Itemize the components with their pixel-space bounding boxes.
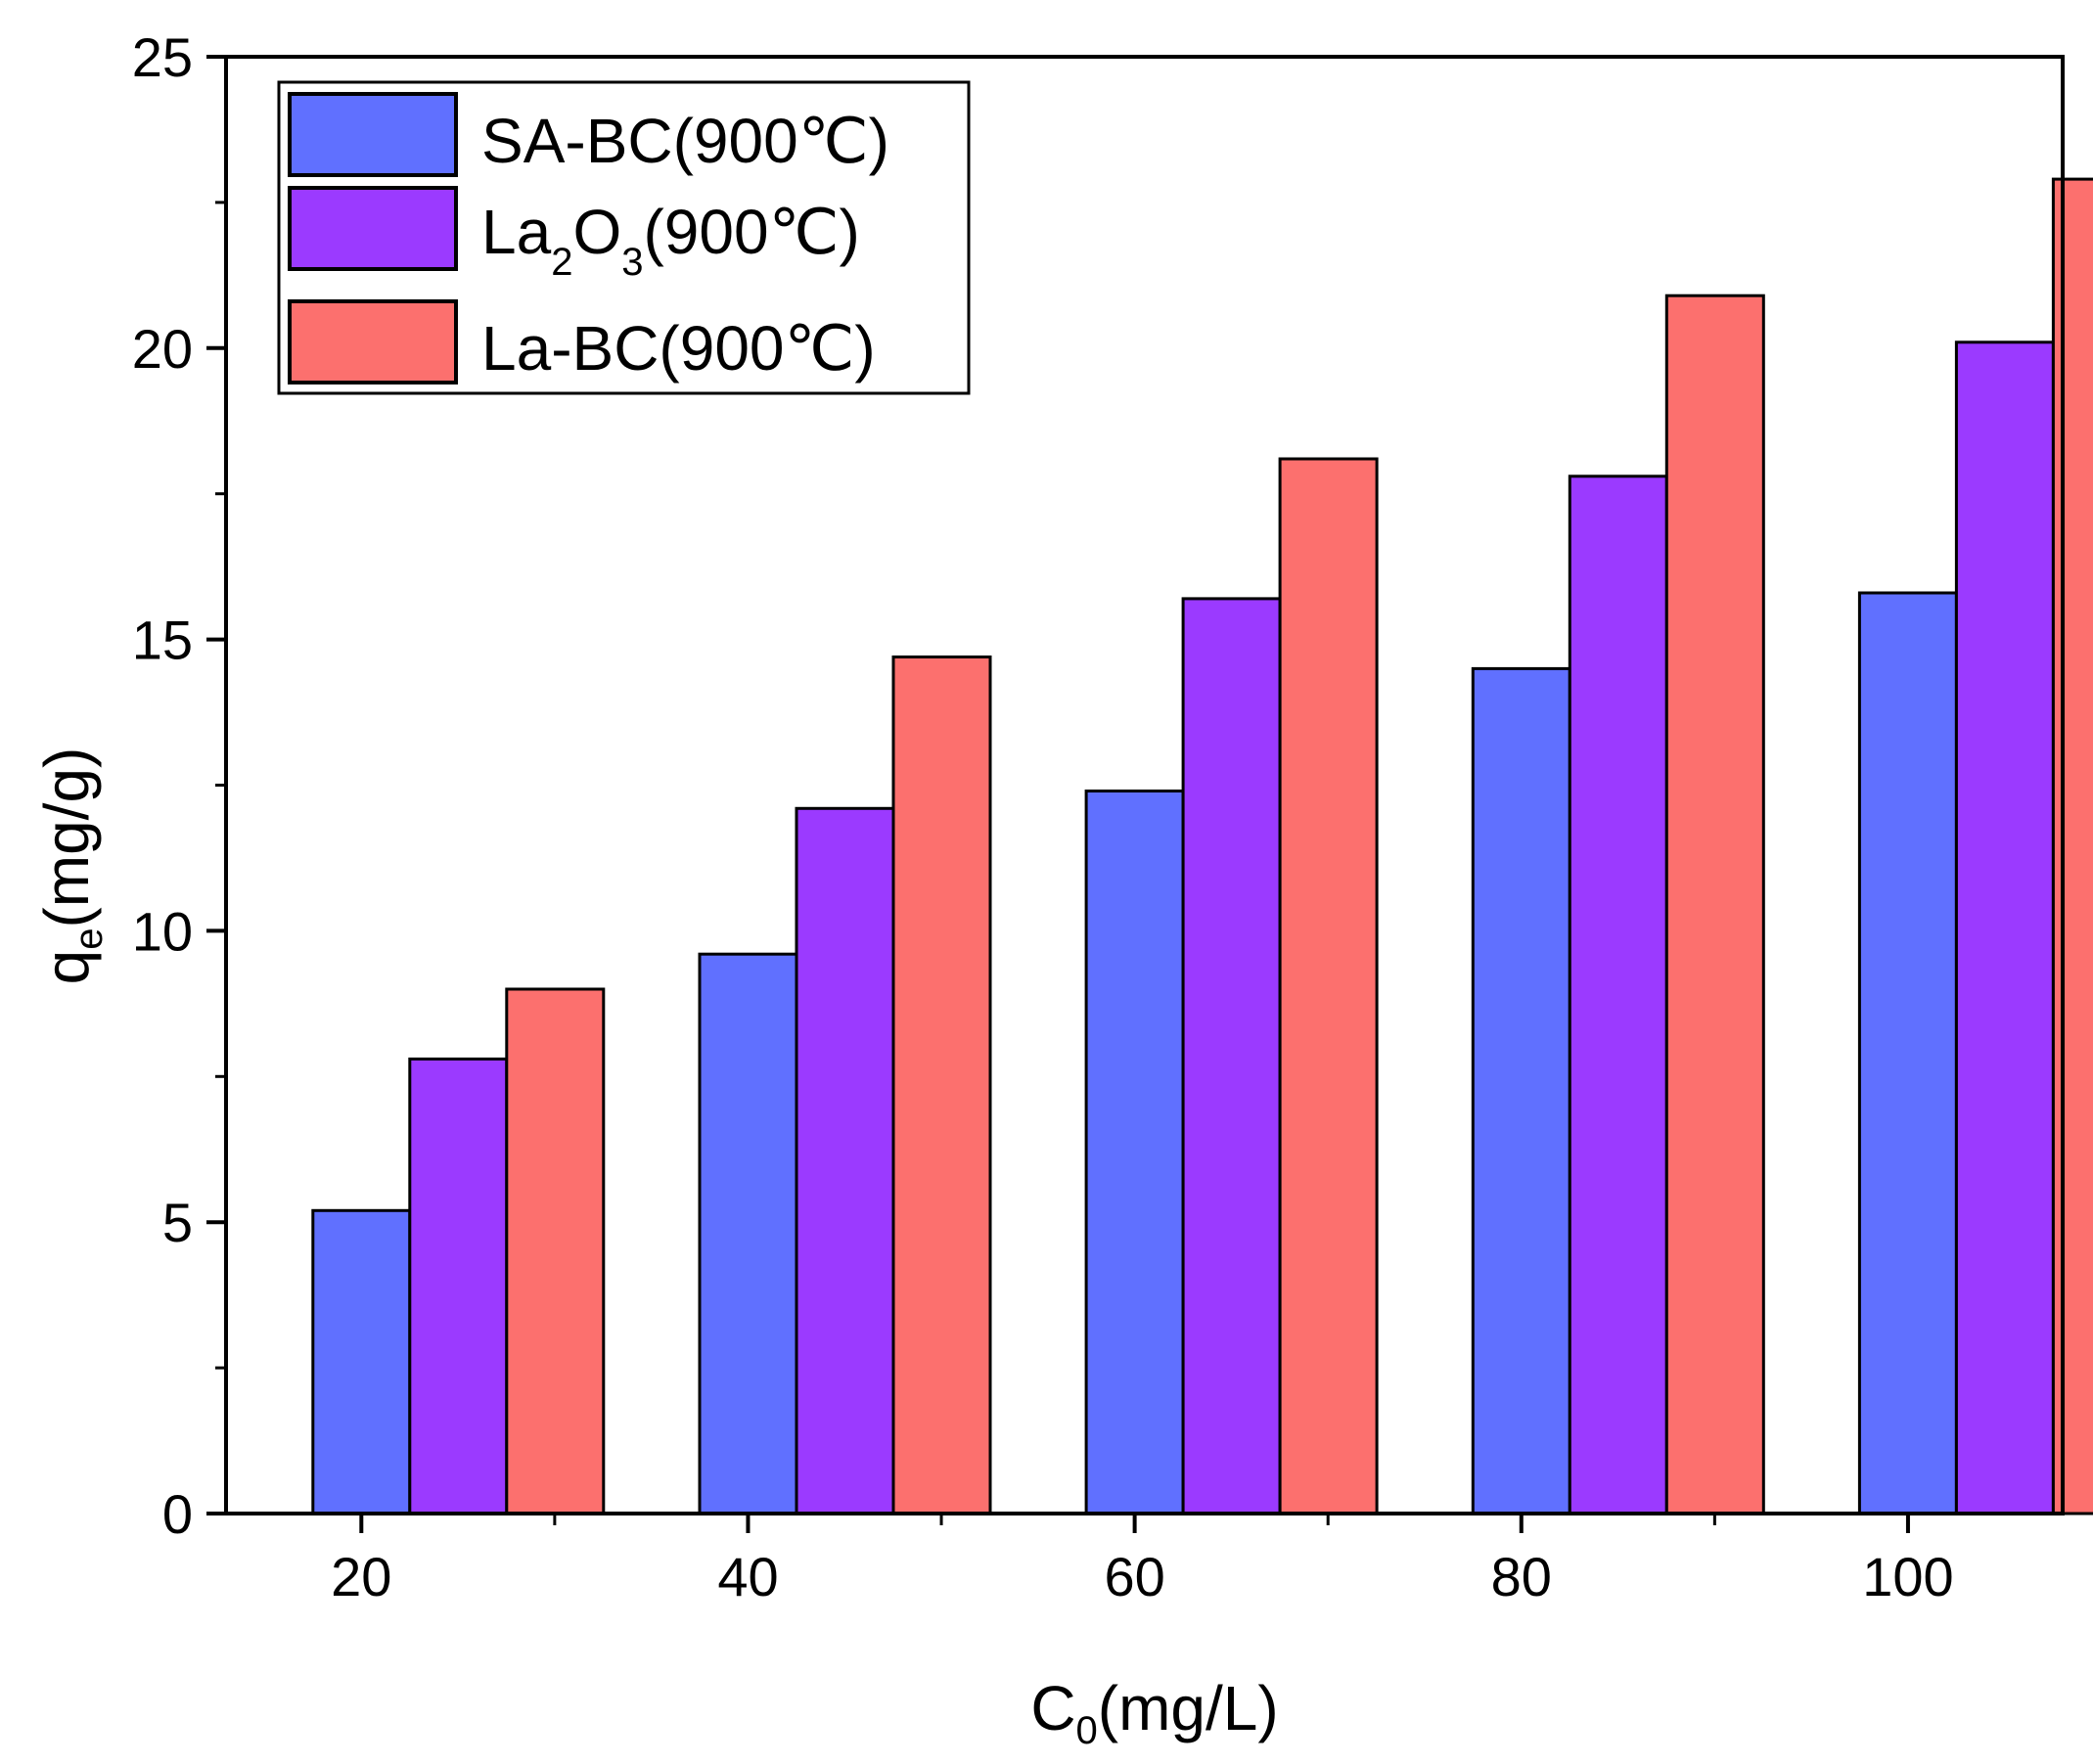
bar-la-bc-900-20 [505,987,606,1515]
bar-la-bc-900-40 [891,656,992,1515]
x-tick-label-60: 60 [1104,1546,1164,1607]
bar-la2o3-900-80 [1568,475,1668,1515]
x-axis-title: C0(mg/L) [1030,1673,1278,1752]
y-tick-label-0: 0 [162,1483,193,1545]
y-tick-label-15: 15 [132,610,193,671]
legend-swatch-la-bc [288,299,458,384]
y-axis-title-main: q [31,950,102,985]
bar-la2o3-900-40 [795,806,895,1515]
y-tick-label-5: 5 [162,1192,193,1253]
legend-label-sa-bc: SA-BC(900℃) [481,106,889,176]
bar-la2o3-900-20 [408,1057,509,1515]
bar-la-bc-900-80 [1664,294,1765,1515]
bar-sa-bc-900-60 [1084,790,1185,1515]
legend-swatch-la2o3 [288,186,458,271]
legend-swatch-sa-bc [288,92,458,177]
y-tick-label-10: 10 [132,900,193,962]
bar-sa-bc-900-40 [698,952,798,1515]
legend-label-la-bc: La-BC(900℃) [481,313,876,384]
bar-la2o3-900-100 [1954,340,2055,1515]
y-tick-label-20: 20 [132,318,193,380]
legend-label-la2o3: La2O3(900℃) [481,197,860,284]
bars-layer [311,177,2093,1515]
x-tick-label-20: 20 [331,1546,391,1607]
y-axis-title-rest: (mg/g) [31,747,102,928]
bar-sa-bc-900-80 [1471,666,1571,1515]
legend: SA-BC(900℃) La2O3(900℃) La-BC(900℃) [277,80,971,395]
y-axis-title: qe(mg/g) [31,747,111,985]
x-axis-title-sub: 0 [1076,1709,1098,1752]
y-tick-label-25: 25 [132,26,193,88]
bar-la-bc-900-60 [1278,457,1379,1515]
x-axis-title-main: C [1030,1673,1075,1743]
bar-la2o3-900-60 [1181,597,1282,1515]
bar-sa-bc-900-20 [311,1208,412,1515]
bar-la-bc-900-100 [2051,177,2093,1515]
bar-sa-bc-900-100 [1857,591,1958,1515]
x-axis-title-rest: (mg/L) [1098,1673,1279,1743]
x-tick-label-40: 40 [717,1546,778,1607]
ticks-layer: 0 5 10 15 20 25 20 40 60 80 100 [132,26,1954,1607]
y-axis-title-sub: e [68,928,111,950]
x-tick-label-80: 80 [1491,1546,1552,1607]
x-tick-label-100: 100 [1862,1546,1953,1607]
